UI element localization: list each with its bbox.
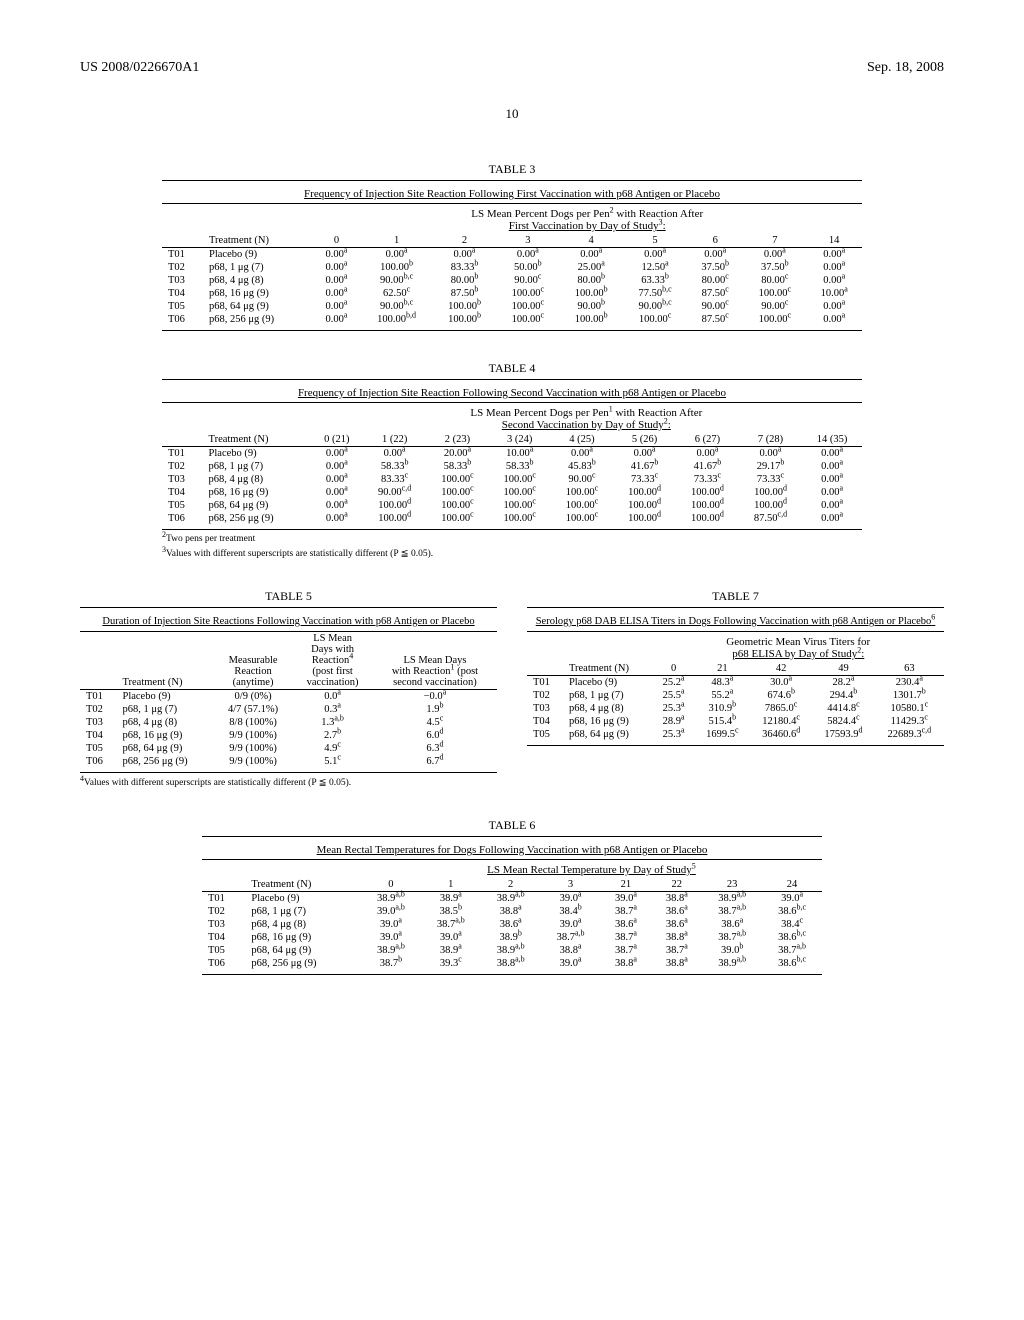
table-row: T04p68, 16 μg (9)39.0a39.0a38.9b38.7a,b3… <box>202 931 822 944</box>
table-row: T01Placebo (9)0.00a0.00a20.00a10.00a0.00… <box>162 447 862 461</box>
table-4-subtitle: LS Mean Percent Dogs per Pen1 with React… <box>311 403 862 434</box>
table-5: TABLE 5 Duration of Injection Site React… <box>80 589 497 788</box>
table-row: T02p68, 1 μg (7)4/7 (57.1%)0.3a1.9b <box>80 703 497 716</box>
table-6-title: Mean Rectal Temperatures for Dogs Follow… <box>202 841 822 860</box>
table-6-caption: TABLE 6 <box>202 818 822 833</box>
table-7-title: Serology p68 DAB ELISA Titers in Dogs Fo… <box>527 612 944 632</box>
table-row: T02p68, 1 μg (7)0.00a58.33b58.33b58.33b4… <box>162 460 862 473</box>
table-3: TABLE 3 Frequency of Injection Site Reac… <box>162 162 862 331</box>
table-4: TABLE 4 Frequency of Injection Site Reac… <box>162 361 862 559</box>
table-row: T04p68, 16 μg (9)0.00a62.50c87.50b100.00… <box>162 287 862 300</box>
table-7-col-treatment: Treatment (N) <box>563 662 653 676</box>
table-row: T03p68, 4 μg (8)8/8 (100%)1.3a,b4.5c <box>80 716 497 729</box>
table-6: TABLE 6 Mean Rectal Temperatures for Dog… <box>202 818 822 975</box>
table-row: T05p68, 64 μg (9)0.00a90.00b,c100.00b100… <box>162 300 862 313</box>
table-row: T05p68, 64 μg (9)0.00a100.00d100.00c100.… <box>162 499 862 512</box>
tables-5-7-row: TABLE 5 Duration of Injection Site React… <box>80 589 944 788</box>
table-3-caption: TABLE 3 <box>162 162 862 177</box>
table-row: T03p68, 4 μg (8)0.00a90.00b,c80.00b90.00… <box>162 274 862 287</box>
table-4-footnote-2: 3Values with different superscripts are … <box>162 548 862 559</box>
table-row: T06p68, 256 μg (9)9/9 (100%)5.1c6.7d <box>80 755 497 768</box>
table-row: T01Placebo (9)38.9a,b38.9a38.9a,b39.0a39… <box>202 892 822 906</box>
table-row: T06p68, 256 μg (9)38.7b39.3c38.8a,b39.0a… <box>202 957 822 970</box>
table-3-subtitle: LS Mean Percent Dogs per Pen2 with React… <box>312 204 862 235</box>
page-number: 10 <box>80 106 944 122</box>
table-4-col-treatment: Treatment (N) <box>203 433 311 447</box>
table-row: T05p68, 64 μg (9)38.9a,b38.9a38.9a,b38.8… <box>202 944 822 957</box>
table-row: T05p68, 64 μg (9)25.3a1699.5c36460.6d175… <box>527 728 944 741</box>
table-row: T01Placebo (9)0.00a0.00a0.00a0.00a0.00a0… <box>162 248 862 262</box>
table-row: T04p68, 16 μg (9)9/9 (100%)2.7b6.0d <box>80 729 497 742</box>
table-row: T06p68, 256 μg (9)0.00a100.00d100.00c100… <box>162 512 862 525</box>
table-7-caption: TABLE 7 <box>527 589 944 604</box>
table-5-footnote: 4Values with different superscripts are … <box>80 777 497 788</box>
table-4-footnote-1: 2Two pens per treatment <box>162 534 862 544</box>
table-row: T06p68, 256 μg (9)0.00a100.00b,d100.00b1… <box>162 313 862 326</box>
table-5-col-treatment: Treatment (N) <box>116 632 213 690</box>
table-5-caption: TABLE 5 <box>80 589 497 604</box>
table-row: T02p68, 1 μg (7)0.00a100.00b83.33b50.00b… <box>162 261 862 274</box>
table-row: T02p68, 1 μg (7)39.0a,b38.5b38.8a38.4b38… <box>202 905 822 918</box>
table-row: T01Placebo (9)25.2a48.3a30.0a28.2a230.4a <box>527 676 944 690</box>
table-7: TABLE 7 Serology p68 DAB ELISA Titers in… <box>527 589 944 746</box>
table-3-col-treatment: Treatment (N) <box>203 234 312 248</box>
doc-number: US 2008/0226670A1 <box>80 60 199 76</box>
table-4-caption: TABLE 4 <box>162 361 862 376</box>
doc-date: Sep. 18, 2008 <box>867 60 944 76</box>
table-6-subtitle: LS Mean Rectal Temperature by Day of Stu… <box>361 860 822 879</box>
table-row: T03p68, 4 μg (8)39.0a38.7a,b38.6a39.0a38… <box>202 918 822 931</box>
table-row: T03p68, 4 μg (8)0.00a83.33c100.00c100.00… <box>162 473 862 486</box>
table-4-title: Frequency of Injection Site Reaction Fol… <box>162 384 862 403</box>
table-5-title: Duration of Injection Site Reactions Fol… <box>80 612 497 632</box>
table-7-subtitle: Geometric Mean Virus Titers forp68 ELISA… <box>653 632 945 663</box>
table-3-title: Frequency of Injection Site Reaction Fol… <box>162 185 862 204</box>
table-row: T04p68, 16 μg (9)0.00a90.00c,d100.00c100… <box>162 486 862 499</box>
table-row: T05p68, 64 μg (9)9/9 (100%)4.9c6.3d <box>80 742 497 755</box>
table-6-col-treatment: Treatment (N) <box>245 878 361 892</box>
table-row: T01Placebo (9)0/9 (0%)0.0a−0.0a <box>80 690 497 704</box>
page-header: US 2008/0226670A1 Sep. 18, 2008 <box>80 60 944 76</box>
